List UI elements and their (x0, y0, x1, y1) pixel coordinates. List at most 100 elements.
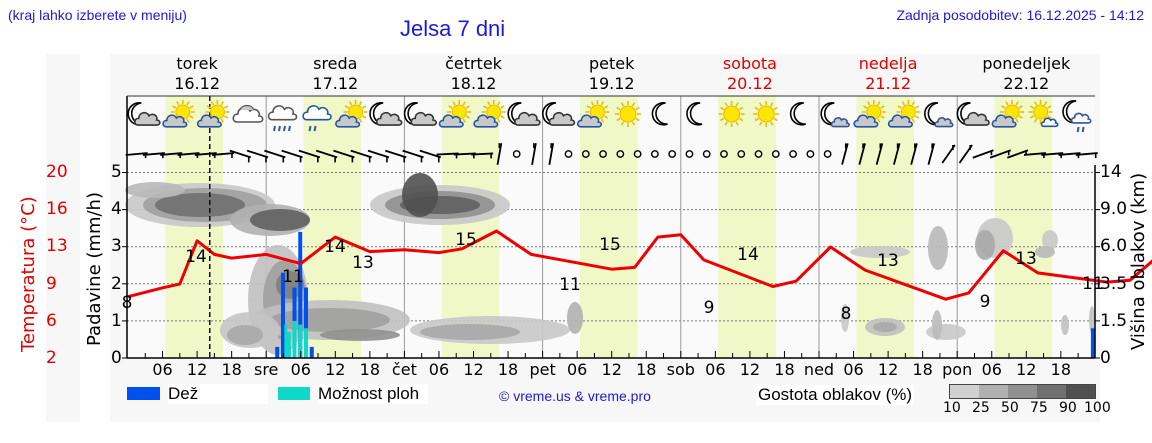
density-tick: 50 (1001, 400, 1019, 416)
day-header-petek: petek 19.12 (543, 54, 681, 94)
wind-barb-icon (315, 149, 338, 163)
x-tick-label: 18 (359, 360, 381, 379)
x-tick-label: 06 (981, 360, 1002, 379)
precip-axis-title: Padavine (mm/h) (84, 192, 105, 346)
wind-barb-icon (246, 149, 269, 163)
x-tick-label: 18 (636, 360, 657, 379)
x-tick-label: čet (391, 360, 417, 379)
wind-barb-icon (581, 150, 590, 158)
moon-cloud-icon (127, 102, 161, 126)
showers-legend-label: Možnost ploh (318, 384, 428, 404)
wind-barb-icon (841, 143, 849, 165)
wind-barb-icon (496, 143, 503, 165)
day-date: 20.12 (726, 74, 773, 93)
copyright-link[interactable]: © vreme.us & vreme.pro (499, 388, 651, 404)
wind-barb-icon (941, 144, 956, 164)
x-tick-label: ned (803, 360, 835, 379)
wind-barb-icon (599, 150, 607, 158)
svg-text:13: 13 (877, 251, 899, 271)
svg-text:13: 13 (1015, 249, 1037, 269)
x-tick-label: 18 (497, 360, 519, 379)
wind-barb-icon (910, 143, 918, 165)
wind-barb-icon (875, 143, 884, 165)
wind-barb-icon (512, 150, 521, 158)
svg-text:9: 9 (980, 292, 991, 312)
wind-barb-icon (771, 150, 780, 158)
wind-barb-icon (737, 150, 746, 158)
precip-tick: 2 (111, 273, 122, 294)
wind-barb-icon (281, 149, 303, 163)
page-title: Jelsa 7 dni (400, 16, 506, 41)
rain-legend-label: Dež (168, 384, 268, 404)
day-name: četrtek (445, 54, 502, 73)
showers-legend-swatch (278, 387, 310, 400)
day-date: 19.12 (588, 74, 635, 93)
svg-text:14: 14 (185, 247, 207, 267)
x-tick-label: 12 (186, 360, 208, 379)
wind-barb-icon (685, 150, 694, 158)
wind-barb-icon (548, 143, 555, 165)
x-tick-label: 18 (912, 360, 933, 379)
day-date: 16.12 (174, 74, 220, 93)
x-tick-label: 12 (877, 360, 899, 379)
sun-cloud-icon (196, 100, 230, 128)
x-tick-label: 06 (152, 360, 173, 379)
density-tick: 10 (943, 400, 961, 416)
sun-cloud-icon (162, 100, 195, 128)
wind-barb-icon (616, 150, 625, 158)
x-tick-label: 12 (739, 360, 761, 379)
moon-cloud-rain-icon (1062, 100, 1092, 133)
x-tick-label: 18 (1050, 360, 1072, 379)
day-name: ponedeljek (982, 54, 1071, 73)
wind-barb-icon (402, 149, 424, 163)
sun-cloud-icon (335, 100, 368, 128)
moon-icon (651, 102, 668, 126)
wind-barb-icon (958, 144, 973, 164)
temperature-tick: 2 (46, 348, 57, 368)
moon-icon (789, 102, 807, 126)
svg-text:15: 15 (455, 230, 477, 250)
wind-barb-icon (298, 149, 321, 163)
cloud-density-legend-title: Gostota oblakov (%) (756, 385, 915, 405)
density-tick: 90 (1059, 400, 1077, 416)
day-header-sobota: sobota 20.12 (681, 54, 819, 94)
svg-text:14: 14 (324, 237, 346, 257)
wind-barb-icon (367, 149, 390, 163)
cloud-rain-light-icon (302, 105, 332, 132)
temperature-tick: 16 (46, 199, 68, 220)
moon-cloud-small-icon (924, 102, 954, 128)
wind-barb-icon (989, 149, 1012, 159)
moon-cloud-icon (507, 102, 541, 126)
wind-barb-icon (972, 149, 994, 159)
temperature-tick: 9 (46, 273, 57, 294)
day-header-torek: torek 16.12 (128, 54, 266, 94)
sun-icon (614, 101, 641, 127)
moon-cloud-icon (369, 102, 403, 126)
last-update: Zadnja posodobitev: 16.12.2025 - 14:12 (896, 7, 1144, 23)
wind-barb-icon (893, 143, 901, 165)
day-header-nedelja: nedelja 21.12 (819, 54, 957, 94)
cloud-height-tick: 14 (1100, 162, 1122, 182)
sun-icon (718, 101, 745, 127)
wind-barb-icon (264, 149, 286, 163)
temperature-tick: 6 (46, 310, 57, 331)
svg-text:11: 11 (282, 267, 304, 287)
density-tick: 100 (1084, 400, 1111, 416)
x-tick-label: sob (666, 360, 695, 379)
sun-cloud-icon (853, 100, 886, 128)
day-name: petek (588, 54, 635, 73)
x-tick-label: 06 (843, 360, 864, 379)
svg-text:11: 11 (559, 275, 581, 295)
cloud-height-tick: 1.5 (1100, 310, 1128, 331)
day-date: 17.12 (312, 74, 359, 93)
day-date: 21.12 (865, 74, 911, 93)
wind-barb-icon (350, 149, 372, 163)
wind-barb-icon (1075, 152, 1098, 159)
wind-barb-icon (789, 150, 797, 158)
day-name: torek (176, 54, 218, 73)
moon-cloud-icon (541, 102, 576, 126)
day-date: 22.12 (1003, 74, 1050, 93)
wind-barb-icon (702, 150, 711, 158)
wind-barb-icon (927, 143, 936, 165)
